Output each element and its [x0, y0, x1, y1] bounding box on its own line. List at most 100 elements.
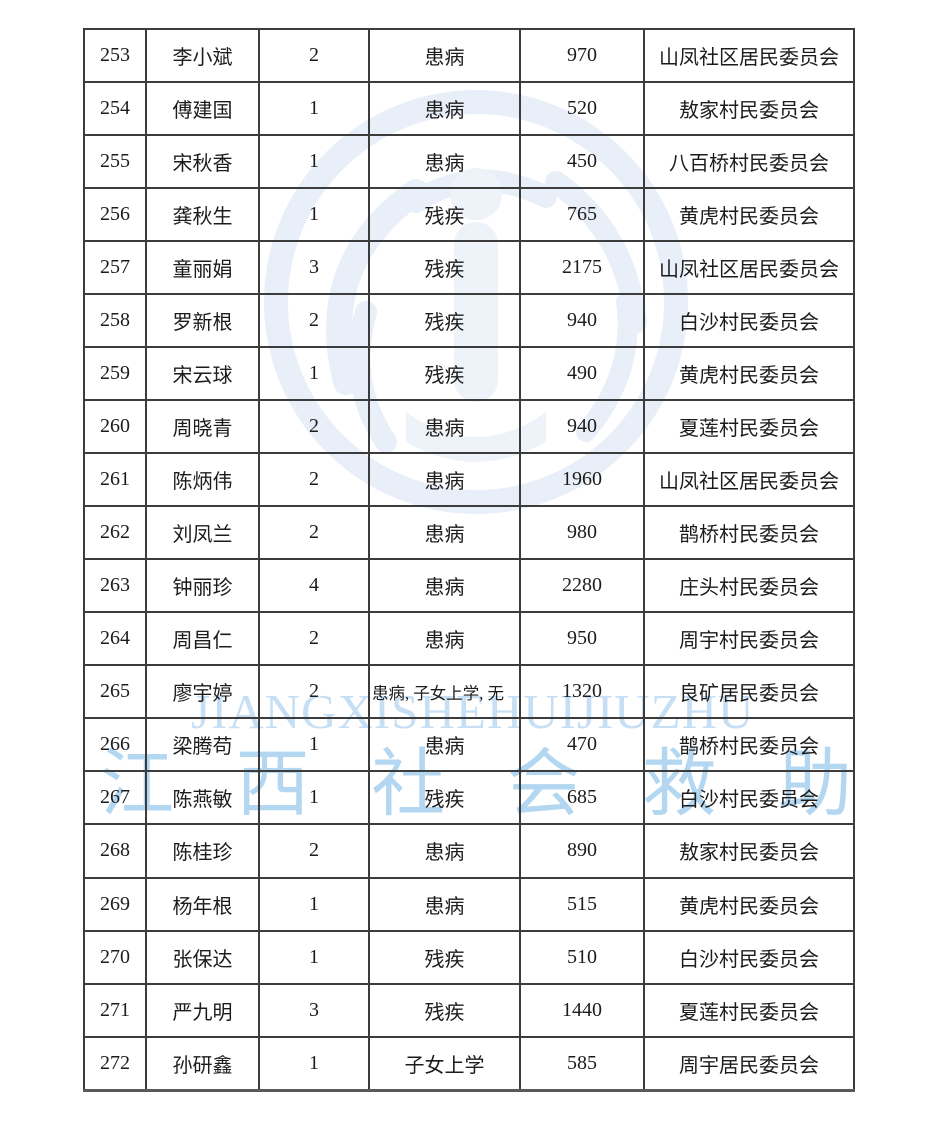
table-row: 267 陈燕敏 1 残疾 685 白沙村民委员会: [83, 770, 855, 826]
cell-num: 3: [258, 982, 370, 1038]
cell-reason: 患病: [368, 505, 521, 561]
cell-committee: 庄头村民委员会: [643, 558, 855, 614]
cell-committee: 夏莲村民委员会: [643, 982, 855, 1038]
cell-reason: 残疾: [368, 293, 521, 349]
cell-name: 刘凤兰: [145, 505, 260, 561]
cell-name: 陈桂珍: [145, 823, 260, 879]
cell-num: 1: [258, 81, 370, 137]
cell-amount: 515: [519, 876, 645, 932]
cell-reason: 残疾: [368, 187, 521, 243]
cell-name: 钟丽珍: [145, 558, 260, 614]
cell-amount: 970: [519, 27, 645, 84]
cell-num: 1: [258, 134, 370, 190]
table-row: 253 李小斌 2 患病 970 山凤社区居民委员会: [83, 27, 855, 84]
cell-amount: 490: [519, 346, 645, 402]
cell-num: 1: [258, 717, 370, 773]
table-row: 261 陈炳伟 2 患病 1960 山凤社区居民委员会: [83, 452, 855, 508]
cell-idx: 261: [83, 452, 147, 508]
cell-amount: 940: [519, 293, 645, 349]
cell-name: 陈燕敏: [145, 770, 260, 826]
cell-reason: 患病: [368, 81, 521, 137]
cell-num: 2: [258, 452, 370, 508]
cell-committee: 山凤社区居民委员会: [643, 240, 855, 296]
table-row: 265 廖宇婷 2 患病, 子女上学, 无 1320 良矿居民委员会: [83, 664, 855, 720]
cell-amount: 1960: [519, 452, 645, 508]
cell-committee: 白沙村民委员会: [643, 293, 855, 349]
table-row: 272 孙研鑫 1 子女上学 585 周宇居民委员会: [83, 1035, 855, 1092]
cell-num: 2: [258, 27, 370, 84]
cell-committee: 周宇居民委员会: [643, 1035, 855, 1092]
cell-num: 2: [258, 293, 370, 349]
cell-name: 周昌仁: [145, 611, 260, 667]
cell-amount: 1440: [519, 982, 645, 1038]
cell-name: 李小斌: [145, 27, 260, 84]
table-row: 259 宋云球 1 残疾 490 黄虎村民委员会: [83, 346, 855, 402]
cell-amount: 450: [519, 134, 645, 190]
table-row: 262 刘凤兰 2 患病 980 鹊桥村民委员会: [83, 505, 855, 561]
cell-amount: 685: [519, 770, 645, 826]
table-row: 264 周昌仁 2 患病 950 周宇村民委员会: [83, 611, 855, 667]
table-row: 258 罗新根 2 残疾 940 白沙村民委员会: [83, 293, 855, 349]
cell-reason: 患病: [368, 27, 521, 84]
cell-committee: 鹊桥村民委员会: [643, 505, 855, 561]
cell-name: 宋云球: [145, 346, 260, 402]
cell-name: 周晓青: [145, 399, 260, 455]
cell-name: 梁腾苟: [145, 717, 260, 773]
cell-idx: 272: [83, 1035, 147, 1092]
cell-idx: 258: [83, 293, 147, 349]
cell-idx: 262: [83, 505, 147, 561]
cell-committee: 黄虎村民委员会: [643, 876, 855, 932]
cell-num: 1: [258, 770, 370, 826]
cell-amount: 585: [519, 1035, 645, 1092]
cell-amount: 470: [519, 717, 645, 773]
cell-num: 2: [258, 664, 370, 720]
cell-idx: 256: [83, 187, 147, 243]
cell-name: 童丽娟: [145, 240, 260, 296]
cell-name: 廖宇婷: [145, 664, 260, 720]
cell-idx: 265: [83, 664, 147, 720]
cell-committee: 八百桥村民委员会: [643, 134, 855, 190]
cell-idx: 264: [83, 611, 147, 667]
cell-reason: 子女上学: [368, 1035, 521, 1092]
cell-idx: 259: [83, 346, 147, 402]
cell-num: 2: [258, 823, 370, 879]
cell-amount: 2280: [519, 558, 645, 614]
cell-committee: 白沙村民委员会: [643, 770, 855, 826]
cell-committee: 山凤社区居民委员会: [643, 27, 855, 84]
cell-num: 4: [258, 558, 370, 614]
assistance-table: 253 李小斌 2 患病 970 山凤社区居民委员会 254 傅建国 1 患病 520 敖家村民委员会…: [83, 27, 855, 1092]
cell-amount: 1320: [519, 664, 645, 720]
cell-committee: 黄虎村民委员会: [643, 187, 855, 243]
cell-num: 1: [258, 346, 370, 402]
cell-name: 杨年根: [145, 876, 260, 932]
cell-num: 1: [258, 1035, 370, 1092]
cell-num: 1: [258, 876, 370, 932]
cell-name: 傅建国: [145, 81, 260, 137]
cell-idx: 260: [83, 399, 147, 455]
table-row: 256 龚秋生 1 残疾 765 黄虎村民委员会: [83, 187, 855, 243]
cell-committee: 夏莲村民委员会: [643, 399, 855, 455]
cell-committee: 山凤社区居民委员会: [643, 452, 855, 508]
cell-reason: 患病: [368, 876, 521, 932]
cell-amount: 940: [519, 399, 645, 455]
cell-reason: 残疾: [368, 982, 521, 1038]
table-row: 255 宋秋香 1 患病 450 八百桥村民委员会: [83, 134, 855, 190]
cell-num: 2: [258, 505, 370, 561]
cell-idx: 266: [83, 717, 147, 773]
cell-committee: 敖家村民委员会: [643, 823, 855, 879]
cell-amount: 980: [519, 505, 645, 561]
cell-reason: 患病: [368, 611, 521, 667]
cell-name: 龚秋生: [145, 187, 260, 243]
cell-reason: 患病: [368, 823, 521, 879]
cell-idx: 254: [83, 81, 147, 137]
cell-reason: 残疾: [368, 770, 521, 826]
table-row: 271 严九明 3 残疾 1440 夏莲村民委员会: [83, 982, 855, 1038]
cell-reason: 残疾: [368, 346, 521, 402]
table-row: 263 钟丽珍 4 患病 2280 庄头村民委员会: [83, 558, 855, 614]
cell-idx: 257: [83, 240, 147, 296]
cell-name: 严九明: [145, 982, 260, 1038]
cell-reason: 患病: [368, 717, 521, 773]
cell-committee: 敖家村民委员会: [643, 81, 855, 137]
cell-reason: 残疾: [368, 929, 521, 985]
cell-idx: 268: [83, 823, 147, 879]
